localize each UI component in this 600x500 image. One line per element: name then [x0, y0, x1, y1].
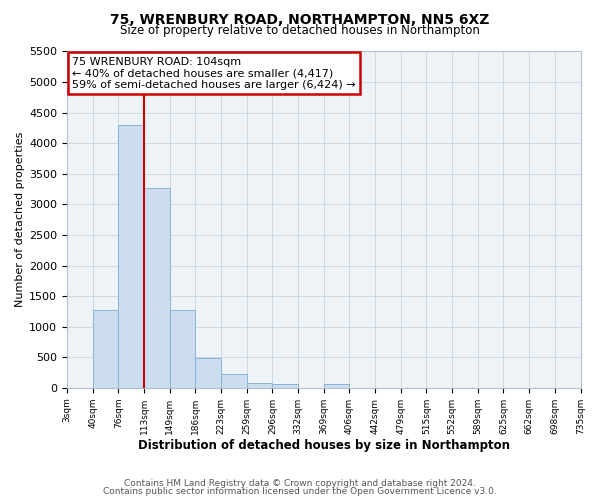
Text: Contains HM Land Registry data © Crown copyright and database right 2024.: Contains HM Land Registry data © Crown c… [124, 478, 476, 488]
Text: Size of property relative to detached houses in Northampton: Size of property relative to detached ho… [120, 24, 480, 37]
Bar [324, 384, 349, 388]
Bar [196, 358, 221, 388]
Bar [247, 382, 272, 388]
Text: 75, WRENBURY ROAD, NORTHAMPTON, NN5 6XZ: 75, WRENBURY ROAD, NORTHAMPTON, NN5 6XZ [110, 12, 490, 26]
Text: 75 WRENBURY ROAD: 104sqm
← 40% of detached houses are smaller (4,417)
59% of sem: 75 WRENBURY ROAD: 104sqm ← 40% of detach… [72, 56, 356, 90]
Text: Contains public sector information licensed under the Open Government Licence v3: Contains public sector information licen… [103, 488, 497, 496]
Y-axis label: Number of detached properties: Number of detached properties [15, 132, 25, 308]
Bar [92, 310, 118, 388]
Bar [144, 188, 170, 388]
X-axis label: Distribution of detached houses by size in Northampton: Distribution of detached houses by size … [138, 440, 510, 452]
Bar [221, 374, 247, 388]
Bar [170, 310, 196, 388]
Bar [272, 384, 298, 388]
Bar [118, 125, 144, 388]
